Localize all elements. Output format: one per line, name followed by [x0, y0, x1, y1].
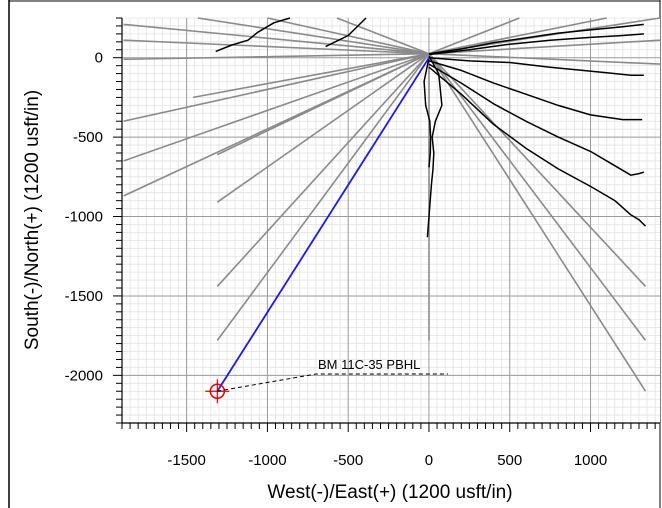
reference-line — [216, 53, 430, 341]
plot-area-background — [122, 18, 660, 423]
reference-line — [123, 52, 430, 61]
planned-wellpath-group — [216, 57, 430, 392]
reference-lines — [123, 17, 661, 392]
y-axis-ticks — [113, 17, 122, 424]
reference-line — [123, 52, 430, 122]
y-tick-label: -2000 — [65, 367, 103, 384]
x-tick-label: 1000 — [574, 452, 607, 469]
x-tick-label: -1500 — [167, 452, 205, 469]
planned-wellpath — [216, 57, 430, 392]
offset-wellpath — [428, 63, 645, 176]
reference-line — [216, 52, 430, 156]
y-tick-label: 0 — [95, 50, 103, 67]
reference-line — [428, 53, 647, 341]
reference-line — [428, 17, 520, 55]
x-tick-label: 500 — [497, 452, 522, 469]
offset-wellpath — [428, 60, 643, 121]
offset-wellpaths — [215, 17, 647, 238]
reference-line — [428, 53, 647, 287]
reference-line — [216, 53, 430, 287]
reference-line — [192, 52, 430, 99]
offset-wellpath — [423, 57, 432, 168]
x-tick-label: -500 — [333, 452, 363, 469]
x-axis-tick-labels: -1500 -1000 -500 0 500 1000 — [167, 452, 607, 469]
annotation-group: BM 11C-35 PBHL — [217, 357, 448, 392]
x-axis-ticks — [121, 423, 656, 432]
reference-line — [336, 17, 430, 55]
offset-wellpath — [428, 66, 647, 227]
x-tick-label: 0 — [425, 452, 433, 469]
reference-line — [428, 52, 661, 65]
x-axis-label: West(-)/East(+) (1200 usft/in) — [267, 482, 512, 503]
reference-line — [428, 53, 647, 392]
major-gridlines — [122, 18, 660, 423]
y-tick-label: -1000 — [65, 209, 103, 226]
reference-line — [123, 39, 430, 55]
reference-line — [428, 17, 607, 55]
reference-line — [428, 39, 661, 55]
offset-wellpath — [215, 17, 291, 53]
reference-line — [123, 23, 430, 55]
target-annotation-label: BM 11C-35 PBHL — [318, 357, 420, 372]
reference-line — [123, 52, 430, 162]
annotation-leader-line — [217, 373, 448, 392]
reference-line — [216, 53, 430, 203]
reference-line — [197, 17, 430, 55]
offset-wellpath — [325, 17, 367, 48]
y-tick-label: -1500 — [65, 288, 103, 305]
y-axis-label: South(-)/North(+) (1200 usft/in) — [22, 90, 43, 350]
x-tick-label: -1000 — [248, 452, 286, 469]
offset-wellpath — [428, 33, 644, 56]
y-tick-label: -500 — [73, 129, 103, 146]
offset-wellpath — [428, 56, 644, 76]
offset-wellpath — [428, 23, 644, 55]
y-axis-tick-labels: 0 -500 -1000 -1500 -2000 — [65, 50, 103, 385]
offset-wellpath — [426, 55, 443, 238]
